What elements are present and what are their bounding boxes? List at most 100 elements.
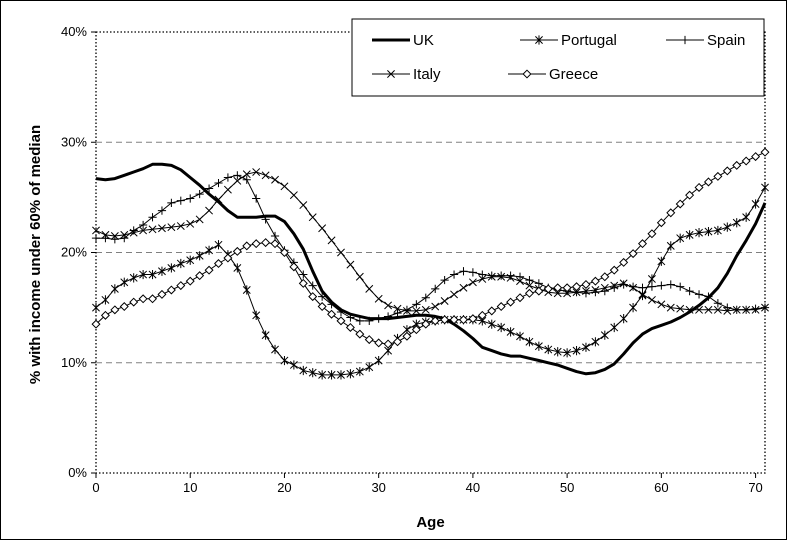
data-point (468, 314, 478, 324)
data-point (685, 230, 694, 240)
data-point (751, 152, 761, 162)
data-point (204, 184, 214, 193)
data-point (157, 289, 167, 299)
data-point (421, 319, 431, 329)
data-point (487, 306, 497, 316)
data-point (704, 226, 713, 237)
data-point (657, 300, 666, 309)
data-point (327, 300, 336, 309)
data-point (412, 300, 421, 309)
data-point (393, 304, 402, 313)
data-point (232, 246, 242, 256)
data-point (468, 278, 477, 287)
data-point (411, 325, 421, 335)
data-point (365, 362, 374, 372)
data-point (148, 225, 157, 234)
data-point (638, 290, 647, 299)
data-point (167, 223, 176, 232)
data-point (346, 369, 355, 379)
data-point (713, 299, 722, 308)
data-point (195, 189, 204, 199)
legend: UK Portugal Spain Italy Greece (351, 18, 765, 97)
series-line-italy (95, 171, 766, 312)
y-tick-label: 20% (61, 245, 87, 260)
data-point (223, 253, 233, 263)
data-point (477, 310, 487, 320)
data-point (299, 365, 308, 376)
data-point (506, 273, 515, 282)
legend-label: Portugal (561, 32, 617, 49)
data-point (647, 295, 656, 304)
data-point (318, 370, 327, 380)
legend-label: UK (413, 32, 434, 49)
data-point (92, 226, 100, 235)
data-point (676, 304, 685, 313)
data-point (374, 314, 383, 323)
data-point (289, 262, 299, 272)
data-point (176, 222, 185, 230)
data-point (591, 337, 600, 347)
data-point (337, 370, 345, 380)
data-point (327, 309, 337, 319)
data-point (205, 245, 214, 255)
data-point (609, 265, 619, 275)
data-point (516, 277, 524, 286)
data-point (713, 171, 723, 181)
y-tick-label: 0% (68, 465, 87, 480)
data-point (355, 272, 364, 281)
data-point (120, 277, 129, 287)
data-point (572, 346, 581, 356)
data-point (374, 355, 383, 366)
data-point (666, 241, 675, 251)
data-point (449, 270, 459, 279)
data-point (487, 319, 496, 329)
legend-item-spain: Spain (666, 32, 745, 49)
data-point (318, 292, 327, 301)
data-point (440, 297, 449, 305)
data-point (516, 331, 524, 341)
data-point (666, 303, 675, 312)
data-point (637, 239, 648, 249)
x-tick-label: 10 (183, 480, 197, 495)
data-point (582, 287, 590, 296)
data-point (723, 306, 732, 315)
data-point (139, 220, 148, 230)
data-point (600, 272, 610, 282)
data-point (242, 285, 251, 295)
data-point (157, 206, 167, 215)
data-point (713, 305, 722, 314)
data-point (346, 260, 355, 269)
data-point (261, 238, 271, 248)
data-point (629, 303, 638, 313)
data-point (280, 355, 289, 366)
data-point (525, 281, 534, 290)
data-point (214, 195, 223, 204)
data-point (468, 268, 478, 277)
legend-item-portugal: Portugal (520, 32, 617, 49)
legend-marker (680, 35, 690, 45)
data-point (497, 271, 506, 280)
data-point (459, 283, 468, 292)
y-axis-title: % with income under 60% of median (27, 125, 44, 384)
data-point (628, 249, 638, 259)
data-point (732, 305, 741, 314)
data-point (374, 294, 383, 303)
data-point (101, 295, 110, 305)
data-point (252, 310, 261, 320)
data-point (101, 230, 110, 239)
data-point (242, 241, 252, 251)
data-point (458, 315, 468, 325)
data-point (204, 265, 214, 275)
data-point (704, 305, 713, 314)
data-point (656, 218, 666, 228)
data-point (261, 171, 270, 180)
data-point (760, 147, 770, 157)
data-point (515, 293, 525, 303)
data-point (327, 370, 336, 380)
data-point (166, 285, 176, 295)
x-tick-label: 50 (560, 480, 574, 495)
data-point (478, 270, 487, 279)
data-point (515, 272, 525, 281)
data-point (186, 194, 195, 203)
data-point (148, 269, 157, 280)
